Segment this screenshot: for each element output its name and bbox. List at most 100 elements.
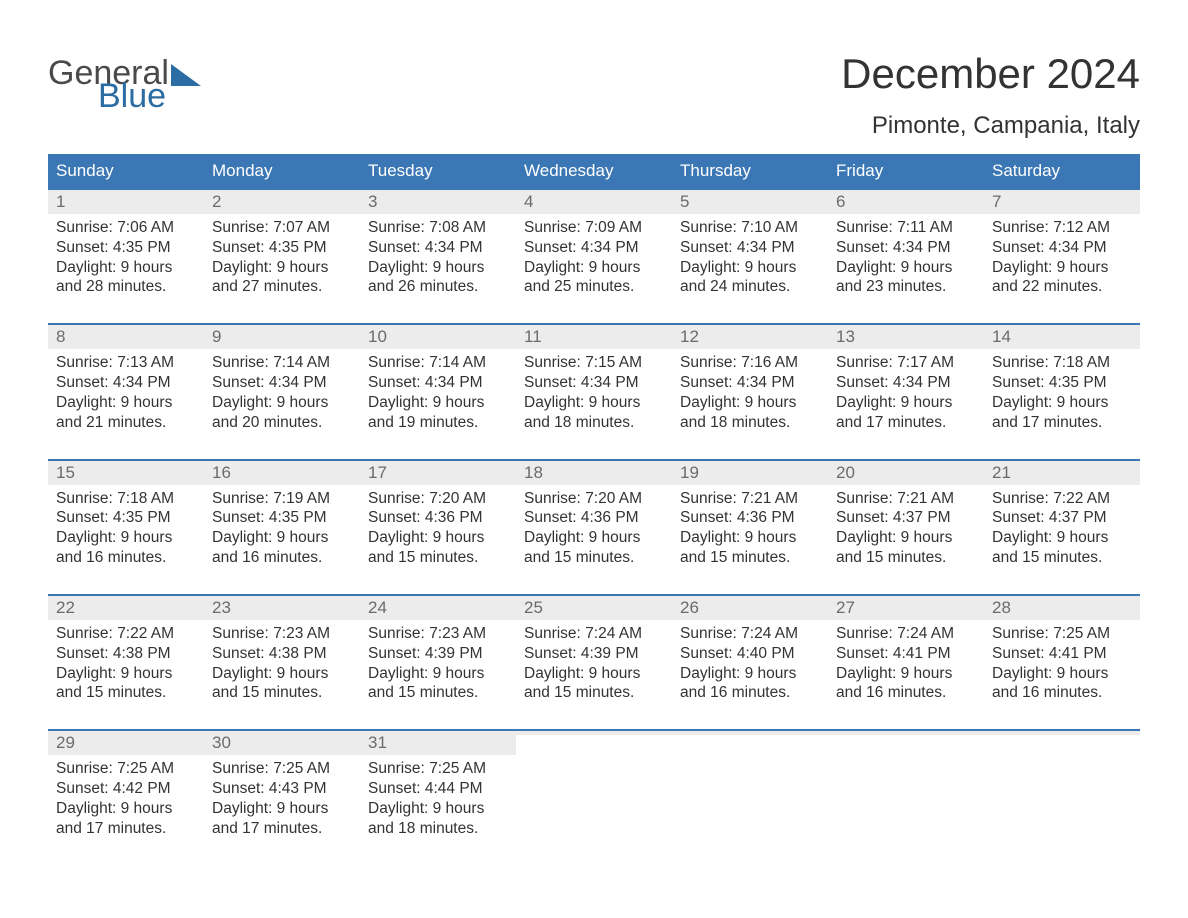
sunrise-label: Sunrise: [368,760,425,777]
sunset-value: 4:40 PM [737,645,795,662]
sunrise-label: Sunrise: [680,354,737,371]
sunset-label: Sunset: [992,645,1045,662]
day-body: Sunrise: 7:18 AMSunset: 4:35 PMDaylight:… [48,485,204,572]
day-number: 26 [672,596,828,620]
sunrise-line: Sunrise: 7:11 AM [836,218,976,238]
sunset-line: Sunset: 4:38 PM [56,644,196,664]
sunset-line: Sunset: 4:36 PM [524,508,664,528]
day-cell: 31Sunrise: 7:25 AMSunset: 4:44 PMDayligh… [360,731,516,842]
sunset-line: Sunset: 4:34 PM [680,373,820,393]
sunset-value: 4:38 PM [113,645,171,662]
day-body: Sunrise: 7:16 AMSunset: 4:34 PMDaylight:… [672,349,828,436]
sunrise-line: Sunrise: 7:15 AM [524,353,664,373]
day-cell: 10Sunrise: 7:14 AMSunset: 4:34 PMDayligh… [360,325,516,436]
sunset-line: Sunset: 4:34 PM [212,373,352,393]
sunset-label: Sunset: [836,645,889,662]
sunrise-line: Sunrise: 7:24 AM [524,624,664,644]
day-cell: 14Sunrise: 7:18 AMSunset: 4:35 PMDayligh… [984,325,1140,436]
day-cell: 25Sunrise: 7:24 AMSunset: 4:39 PMDayligh… [516,596,672,707]
week-row: 8Sunrise: 7:13 AMSunset: 4:34 PMDaylight… [48,323,1140,436]
day-body: Sunrise: 7:18 AMSunset: 4:35 PMDaylight:… [984,349,1140,436]
day-cell: 23Sunrise: 7:23 AMSunset: 4:38 PMDayligh… [204,596,360,707]
day-body: Sunrise: 7:25 AMSunset: 4:42 PMDaylight:… [48,755,204,842]
sunset-label: Sunset: [524,239,577,256]
daylight-label: Daylight: [56,259,116,276]
daylight-line: Daylight: 9 hours and 19 minutes. [368,393,508,433]
title-block: December 2024 Pimonte, Campania, Italy [841,30,1140,140]
daylight-label: Daylight: [56,665,116,682]
sunset-line: Sunset: 4:34 PM [524,373,664,393]
sunset-line: Sunset: 4:39 PM [368,644,508,664]
sunset-line: Sunset: 4:34 PM [56,373,196,393]
sunset-line: Sunset: 4:37 PM [836,508,976,528]
sunrise-value: 7:24 AM [585,625,642,642]
day-body: Sunrise: 7:20 AMSunset: 4:36 PMDaylight:… [516,485,672,572]
sunset-line: Sunset: 4:41 PM [836,644,976,664]
dow-saturday: Saturday [984,154,1140,188]
daylight-line: Daylight: 9 hours and 28 minutes. [56,258,196,298]
day-number: 27 [828,596,984,620]
sunset-label: Sunset: [212,509,265,526]
day-cell: 28Sunrise: 7:25 AMSunset: 4:41 PMDayligh… [984,596,1140,707]
day-cell: 5Sunrise: 7:10 AMSunset: 4:34 PMDaylight… [672,190,828,301]
day-cell: 29Sunrise: 7:25 AMSunset: 4:42 PMDayligh… [48,731,204,842]
day-cell: 24Sunrise: 7:23 AMSunset: 4:39 PMDayligh… [360,596,516,707]
day-number: 16 [204,461,360,485]
sunset-label: Sunset: [212,239,265,256]
sunrise-label: Sunrise: [992,490,1049,507]
sunrise-line: Sunrise: 7:09 AM [524,218,664,238]
sunset-value: 4:34 PM [1049,239,1107,256]
sunset-line: Sunset: 4:35 PM [992,373,1132,393]
sunset-value: 4:43 PM [269,780,327,797]
sunrise-label: Sunrise: [836,625,893,642]
sunset-line: Sunset: 4:39 PM [524,644,664,664]
sunrise-label: Sunrise: [992,625,1049,642]
daylight-label: Daylight: [368,529,428,546]
sunrise-label: Sunrise: [56,354,113,371]
sunset-line: Sunset: 4:44 PM [368,779,508,799]
daylight-label: Daylight: [212,800,272,817]
day-body: Sunrise: 7:24 AMSunset: 4:41 PMDaylight:… [828,620,984,707]
daylight-label: Daylight: [212,665,272,682]
sunrise-value: 7:20 AM [585,490,642,507]
daylight-line: Daylight: 9 hours and 16 minutes. [836,664,976,704]
sunset-line: Sunset: 4:40 PM [680,644,820,664]
day-number: 25 [516,596,672,620]
day-number: 17 [360,461,516,485]
sunrise-label: Sunrise: [524,219,581,236]
sunset-line: Sunset: 4:42 PM [56,779,196,799]
daylight-label: Daylight: [680,394,740,411]
day-number: 4 [516,190,672,214]
sunset-value: 4:34 PM [425,239,483,256]
daylight-label: Daylight: [992,259,1052,276]
sunset-label: Sunset: [524,509,577,526]
week-row: 1Sunrise: 7:06 AMSunset: 4:35 PMDaylight… [48,188,1140,301]
sunrise-line: Sunrise: 7:16 AM [680,353,820,373]
sunrise-line: Sunrise: 7:21 AM [680,489,820,509]
sunset-value: 4:34 PM [581,239,639,256]
sunrise-value: 7:17 AM [897,354,954,371]
sunset-value: 4:44 PM [425,780,483,797]
sunset-value: 4:35 PM [113,509,171,526]
sunrise-line: Sunrise: 7:12 AM [992,218,1132,238]
sunrise-value: 7:07 AM [273,219,330,236]
day-number: 2 [204,190,360,214]
day-number: 24 [360,596,516,620]
sunset-value: 4:41 PM [893,645,951,662]
sunset-label: Sunset: [56,645,109,662]
daylight-line: Daylight: 9 hours and 18 minutes. [368,799,508,839]
sunrise-label: Sunrise: [56,219,113,236]
day-cell: 11Sunrise: 7:15 AMSunset: 4:34 PMDayligh… [516,325,672,436]
daylight-line: Daylight: 9 hours and 15 minutes. [524,528,664,568]
sunset-label: Sunset: [680,645,733,662]
sunrise-label: Sunrise: [212,625,269,642]
daylight-label: Daylight: [368,394,428,411]
sunset-value: 4:35 PM [1049,374,1107,391]
sunrise-line: Sunrise: 7:18 AM [992,353,1132,373]
sunrise-label: Sunrise: [368,490,425,507]
sunrise-line: Sunrise: 7:13 AM [56,353,196,373]
sunrise-label: Sunrise: [992,219,1049,236]
sunset-value: 4:34 PM [893,374,951,391]
sunset-label: Sunset: [212,780,265,797]
daylight-label: Daylight: [368,665,428,682]
